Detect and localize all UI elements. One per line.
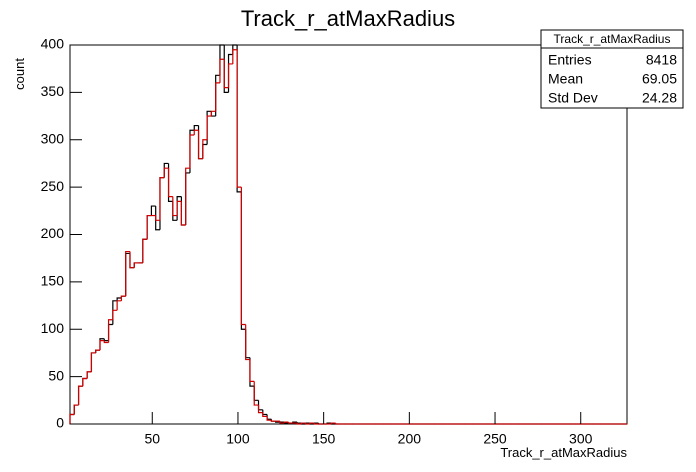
chart-title: Track_r_atMaxRadius xyxy=(241,6,455,31)
histogram xyxy=(69,44,627,425)
stats-value: 24.28 xyxy=(642,90,677,106)
x-tick-label: 300 xyxy=(569,431,593,447)
stats-value: 69.05 xyxy=(642,71,677,87)
histogram-bin xyxy=(142,238,148,263)
histogram-bin xyxy=(197,130,203,160)
y-tick-label: 300 xyxy=(41,130,65,146)
histogram-bin xyxy=(262,412,268,418)
histogram-bin xyxy=(120,295,126,301)
histogram-bin xyxy=(103,340,109,344)
histogram-bin xyxy=(223,59,229,89)
y-tick-label: 250 xyxy=(41,178,65,194)
histogram-bin xyxy=(283,421,289,424)
histogram-bin xyxy=(167,168,173,198)
histogram-bin xyxy=(155,215,160,221)
y-tick-label: 150 xyxy=(41,273,65,289)
histogram-bin xyxy=(189,134,195,169)
histogram-bin xyxy=(176,200,182,216)
y-tick-label: 400 xyxy=(41,36,65,52)
histogram-bin xyxy=(257,405,263,414)
histogram-bin xyxy=(112,309,118,320)
histogram-bin xyxy=(99,340,105,351)
histogram-bin xyxy=(193,129,199,136)
histogram-bin xyxy=(309,422,315,424)
x-axis-label: Track_r_atMaxRadius xyxy=(500,445,627,460)
histogram-bin xyxy=(305,423,310,425)
stats-box xyxy=(540,29,684,109)
histogram-bin xyxy=(163,167,169,178)
y-tick-label: 50 xyxy=(48,367,64,383)
histogram-bin xyxy=(335,423,340,425)
histogram-bin xyxy=(77,385,83,406)
histogram-bin xyxy=(180,201,186,226)
y-tick-label: 200 xyxy=(41,225,65,241)
histogram-bin xyxy=(193,124,199,131)
y-tick-label: 100 xyxy=(41,320,65,336)
histogram-bin xyxy=(69,413,75,424)
histogram-bin xyxy=(125,250,130,297)
histogram-bin xyxy=(206,115,212,140)
histogram-bin xyxy=(240,187,246,326)
histogram-bin xyxy=(266,416,272,421)
histogram-bin xyxy=(155,206,160,231)
histogram-bin xyxy=(300,422,306,424)
histogram-bin xyxy=(73,404,79,415)
histogram-bin xyxy=(116,300,122,311)
histogram-bin xyxy=(146,214,152,240)
histogram-bin xyxy=(219,58,225,83)
histogram-bin xyxy=(313,423,319,425)
histogram-bin xyxy=(129,251,135,269)
histogram-bin xyxy=(210,110,216,117)
histogram-bin xyxy=(133,262,139,268)
histogram-bin xyxy=(107,319,113,343)
y-tick-label: 350 xyxy=(41,83,65,99)
histogram-bin xyxy=(253,381,259,406)
histogram-bin xyxy=(95,349,100,353)
histogram-bin xyxy=(202,139,208,159)
histogram-bin xyxy=(86,371,92,379)
histogram-bin xyxy=(159,177,165,221)
x-tick-label: 200 xyxy=(398,431,422,447)
histogram-bin xyxy=(90,352,96,372)
histogram-bin xyxy=(215,82,220,112)
x-tick-label: 100 xyxy=(226,431,250,447)
x-tick-label: 150 xyxy=(312,431,336,447)
histogram-bin xyxy=(279,421,285,424)
stats-label: Entries xyxy=(548,52,592,68)
histogram-bin xyxy=(82,377,88,387)
x-tick-label: 50 xyxy=(144,431,160,447)
stats-label: Mean xyxy=(548,71,583,87)
histogram-bin xyxy=(185,167,190,226)
histogram-bin xyxy=(232,49,238,64)
stats-label: Std Dev xyxy=(548,90,598,106)
histogram-bin xyxy=(296,422,302,424)
histogram-bin xyxy=(249,359,255,382)
histogram-bin xyxy=(330,422,336,424)
histogram-bin xyxy=(296,423,302,425)
histogram-bin xyxy=(150,205,156,216)
histogram-bin xyxy=(270,420,276,422)
histogram-bin xyxy=(227,63,233,88)
stats-title: Track_r_atMaxRadius xyxy=(554,32,671,46)
x-tick-label: 250 xyxy=(483,431,507,447)
histogram-bin xyxy=(172,196,178,217)
stats-value: 8418 xyxy=(646,52,677,68)
histogram-bin xyxy=(245,324,250,361)
y-axis-label: count xyxy=(12,58,27,90)
histogram-bin xyxy=(287,422,293,424)
histogram-bin xyxy=(236,49,242,188)
y-tick-label: 0 xyxy=(56,415,64,431)
histogram-bin xyxy=(116,297,122,301)
